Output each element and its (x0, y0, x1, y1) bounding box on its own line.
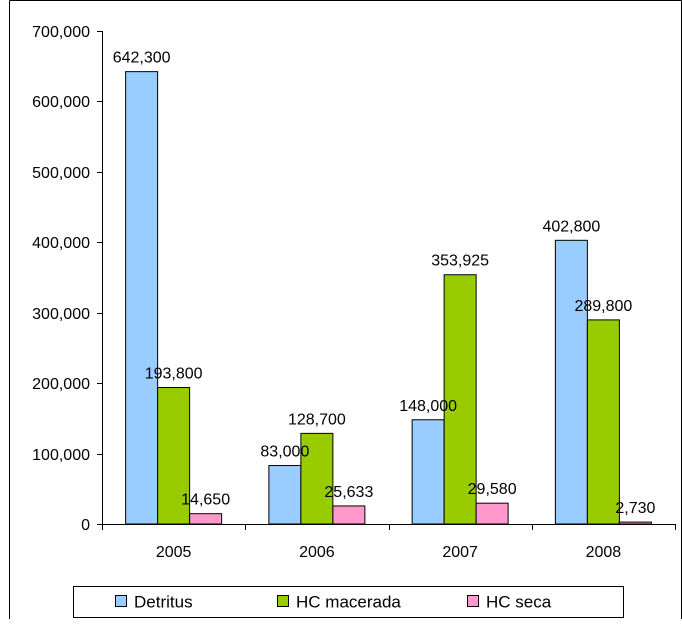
bar (300, 432, 334, 525)
data-label: 25,633 (324, 484, 373, 501)
legend-label: Detritus (134, 593, 193, 612)
y-tick-label: 200,000 (32, 376, 90, 393)
x-tick-label: 2006 (299, 544, 335, 561)
y-tick-label: 500,000 (32, 165, 90, 182)
legend-box (73, 586, 624, 618)
data-label: 353,925 (431, 253, 489, 270)
y-tick-label: 700,000 (32, 24, 90, 41)
bar (125, 71, 159, 525)
bar (268, 465, 302, 525)
legend-label: HC macerada (296, 593, 401, 612)
y-tick-label: 300,000 (32, 306, 90, 323)
data-label: 128,700 (288, 411, 346, 428)
legend-swatch (115, 595, 127, 607)
data-label: 2,730 (615, 500, 655, 517)
x-tick-label: 2005 (156, 544, 192, 561)
bar (586, 319, 620, 525)
y-tick-label: 0 (81, 517, 90, 534)
bar (618, 521, 652, 525)
x-tick-label: 2007 (442, 544, 478, 561)
y-tick-label: 100,000 (32, 447, 90, 464)
legend-label: HC seca (486, 593, 552, 612)
data-label: 289,800 (574, 298, 632, 315)
x-tick-label: 2008 (586, 544, 622, 561)
data-label: 402,800 (542, 218, 600, 235)
y-tick-label: 400,000 (32, 235, 90, 252)
bar (411, 419, 445, 525)
bar (157, 387, 191, 525)
bar (475, 502, 509, 525)
data-label: 642,300 (113, 50, 171, 67)
bar (554, 239, 588, 525)
legend-swatch (467, 595, 479, 607)
data-label: 193,800 (145, 366, 203, 383)
data-label: 29,580 (468, 481, 517, 498)
y-tick-label: 600,000 (32, 94, 90, 111)
data-label: 83,000 (260, 444, 309, 461)
bar (189, 513, 223, 525)
bar (443, 274, 477, 525)
bar (332, 505, 366, 525)
data-label: 14,650 (181, 492, 230, 509)
data-label: 148,000 (399, 398, 457, 415)
legend-swatch (277, 595, 289, 607)
